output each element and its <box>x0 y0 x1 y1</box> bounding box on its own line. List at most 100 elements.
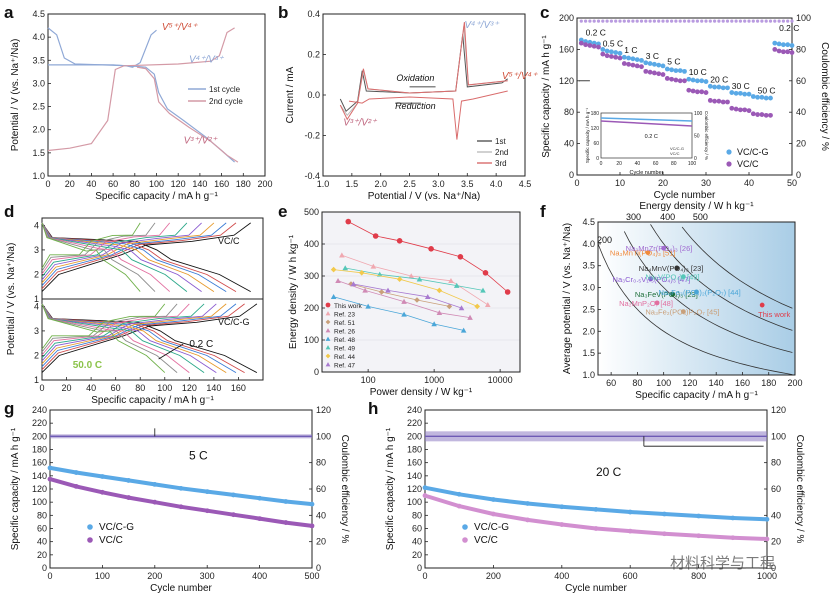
c-inset-legend-label: VC/C <box>670 151 680 156</box>
d-charge-curve <box>41 303 178 353</box>
panel-b: 1.0 1.5 2.0 2.5 3.0 3.5 4.0 4.5 -0.4 -0.2 0.0 0.2 0.… <box>285 9 538 202</box>
c-capacity-point <box>604 48 610 54</box>
d-sub1-plot-frame <box>41 298 264 381</box>
c-capacity-point <box>712 98 717 104</box>
h-capacity-point <box>764 536 770 542</box>
c-ce-point <box>725 19 730 23</box>
h-x-tick-label: 0 <box>422 571 427 581</box>
c-inset-label: 0.2 C <box>645 134 658 140</box>
d-y-tick-label: 2 <box>34 350 39 360</box>
e-legend-marker <box>325 336 331 341</box>
b-legend-label: 3rd <box>495 159 507 168</box>
g-legend-label: VC/C <box>99 535 123 546</box>
c-legend-label: VC/C <box>737 159 759 169</box>
f-point-label: Na₃V(PO₄)₃ [49] <box>645 273 699 282</box>
panel-d: 1 2 3 4 VC/C 1 2 3 4 VC/C-G 0 20 40 60 80 100 120 140 160 S… <box>6 217 264 406</box>
c-y-tick-label: 40 <box>564 139 574 149</box>
g-capacity-point <box>257 516 262 522</box>
panel-letter-g: g <box>4 399 14 418</box>
c-inset-y-tick: 180 <box>591 111 600 117</box>
c-y-axis-label: Specific capacity / mA h g⁻¹ <box>541 35 552 158</box>
e-point <box>370 263 377 269</box>
h-y-tick-label: 80 <box>412 510 422 520</box>
d-x-tick-label: 40 <box>86 383 96 393</box>
f-energy-contour <box>623 231 793 353</box>
c-inset-x-tick: 80 <box>671 161 677 167</box>
b-series-line-2 <box>339 22 508 121</box>
g-y-tick-label: 20 <box>37 550 47 560</box>
c-capacity-point <box>729 105 735 111</box>
f-point-label: Na₃MnTi(PO₄)₃ [51] <box>610 249 676 258</box>
c-capacity-point <box>600 47 606 52</box>
e-x-tick-label: 1000 <box>424 375 444 385</box>
g-legend-label: VC/C-G <box>99 522 134 533</box>
e-point <box>330 266 337 273</box>
c-capacity-point <box>630 56 636 62</box>
c-capacity-point <box>609 54 614 59</box>
c-capacity-point <box>664 76 670 81</box>
b-y-tick-label: 0.4 <box>307 9 320 19</box>
c-plot-frame <box>576 17 793 176</box>
a-plot-frame <box>47 13 266 177</box>
c-y2-tick-label: 20 <box>796 139 806 149</box>
f-point-label: Na₃Fe₂(PO₄)P₂O₇ [45] <box>645 308 719 317</box>
b-x-tick-label: 1.5 <box>346 179 359 189</box>
e-point <box>339 252 345 258</box>
e-x-tick-label: 10000 <box>488 375 513 385</box>
g-rate-label: 5 C <box>189 448 208 462</box>
a-y-tick-label: 1.5 <box>32 148 45 158</box>
b-series-line-3 <box>348 90 508 140</box>
d-charge-curve <box>41 222 251 292</box>
c-capacity-point <box>604 53 610 59</box>
e-point <box>484 302 491 308</box>
panel-h: 0 200 400 600 800 100002040608010012014016018… <box>385 405 805 594</box>
c-x-axis-label: Cycle number <box>654 190 716 201</box>
c-capacity-point <box>768 112 773 118</box>
g-y2-tick-label: 60 <box>316 484 326 494</box>
g-y-tick-label: 60 <box>37 524 47 534</box>
c-x-tick-label: 20 <box>658 178 668 188</box>
e-x-tick-label: 100 <box>361 375 376 385</box>
c-ce-point <box>648 19 652 23</box>
c-ce-point <box>588 19 592 23</box>
b-legend-label: 2nd <box>495 148 508 157</box>
f-point <box>670 291 676 297</box>
f-x-tick-label: 140 <box>709 378 724 388</box>
e-point <box>504 289 511 295</box>
c-ce-point <box>592 19 596 23</box>
c-capacity-point <box>759 94 765 100</box>
a-x-tick-label: 140 <box>192 179 207 189</box>
a-y-axis-label: Potential / V (vs. Na⁺/Na) <box>10 39 21 152</box>
g-x-tick-label: 200 <box>147 571 162 581</box>
c-capacity-point <box>690 88 696 94</box>
f-y-tick-label: 3.0 <box>582 283 595 293</box>
d-charge-curve <box>41 303 205 359</box>
a-series-line-0 <box>47 27 235 163</box>
c-ce-point <box>652 19 657 23</box>
g-x-tick-label: 0 <box>47 571 52 581</box>
c-capacity-point <box>695 78 700 84</box>
d-y-tick-label: 3 <box>34 245 39 255</box>
h-capacity-point <box>491 497 496 502</box>
c-capacity-point <box>759 112 765 117</box>
c-rate-label: 30 C <box>732 81 750 91</box>
d-subpanel-label: VC/C <box>218 236 240 246</box>
d-charge-curve <box>41 303 190 356</box>
c-rate-label: 0.5 C <box>603 39 623 49</box>
h-y2-tick-label: 20 <box>771 537 781 547</box>
b-y-tick-label: -0.2 <box>304 131 320 141</box>
c-y-tick-label: 80 <box>564 107 574 117</box>
c-y2-tick-label: 60 <box>796 76 806 86</box>
e-y-tick-label: 400 <box>304 239 319 249</box>
a-y-tick-label: 2.0 <box>32 125 45 135</box>
c-ce-point <box>768 19 773 23</box>
c-inset-frame <box>600 112 693 159</box>
c-ce-point <box>644 19 648 23</box>
c-capacity-point <box>768 95 773 101</box>
c-capacity-point <box>720 85 726 91</box>
g-capacity-point <box>178 504 184 510</box>
h-x-tick-label: 200 <box>486 571 501 581</box>
g-capacity-point <box>73 470 79 475</box>
h-legend-marker <box>462 537 468 543</box>
c-ce-point <box>790 19 794 23</box>
